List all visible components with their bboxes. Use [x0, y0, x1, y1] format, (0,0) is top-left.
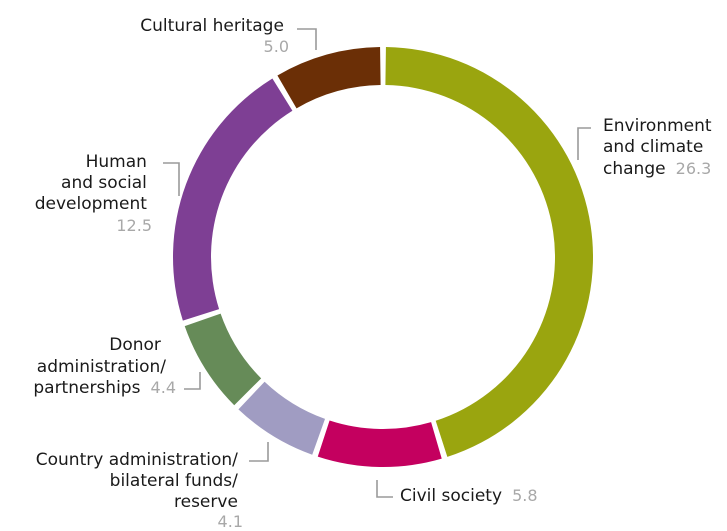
label-environment-line-3: change — [603, 159, 666, 179]
label-environment-line-1: Environment — [603, 116, 712, 136]
value-civil-society: 5.8 — [512, 486, 537, 505]
label-civil-society-line-1: Civil society — [400, 486, 502, 506]
value-cultural-heritage: 5.0 — [264, 37, 289, 56]
leader-lines — [163, 28, 591, 498]
leader-human-social — [163, 162, 180, 196]
value-country-administration: 4.1 — [218, 512, 243, 531]
value-human-social: 12.5 — [116, 216, 152, 235]
slice-civil-society — [317, 420, 442, 467]
label-country-administration-line-3: reserve — [174, 492, 238, 512]
label-human-social-line-3: development — [35, 194, 147, 214]
label-donor-administration-line-3: partnerships — [33, 378, 140, 398]
label-country-administration: Country administration/ bilateral funds/… — [36, 450, 243, 531]
slice-cultural-heritage — [277, 47, 381, 109]
leader-cultural-heritage — [297, 28, 317, 50]
slice-human-social — [173, 78, 293, 321]
leader-civil-society — [376, 480, 393, 498]
label-human-social: Human and social development 12.5 — [35, 152, 152, 235]
leader-environment — [577, 127, 591, 160]
label-human-social-line-1: Human — [86, 152, 147, 172]
value-donor-administration: 4.4 — [151, 378, 176, 397]
label-environment-line-2: and climate — [603, 137, 703, 157]
slice-donor-administration — [184, 313, 262, 406]
label-civil-society: Civil society 5.8 — [400, 486, 538, 506]
slices-group — [173, 47, 594, 467]
leader-country-administration — [249, 442, 269, 462]
leader-donor-administration — [184, 372, 201, 390]
label-environment: Environment and climate change 26.3 — [603, 116, 717, 179]
label-cultural-heritage-line-1: Cultural heritage — [140, 16, 284, 36]
label-country-administration-line-1: Country administration/ — [36, 450, 238, 470]
label-donor-administration-line-2: administration/ — [37, 357, 166, 377]
label-human-social-line-2: and social — [61, 173, 147, 193]
slice-environment — [385, 47, 594, 457]
label-cultural-heritage: Cultural heritage 5.0 — [140, 16, 289, 56]
label-country-administration-line-2: bilateral funds/ — [110, 471, 238, 491]
value-environment: 26.3 — [676, 159, 712, 178]
slice-country-administration — [238, 381, 326, 455]
label-donor-administration-line-1: Donor — [109, 335, 161, 355]
label-donor-administration-last: partnerships 4.4 — [33, 378, 176, 398]
label-donor-administration: Donor administration/ — [37, 335, 166, 377]
